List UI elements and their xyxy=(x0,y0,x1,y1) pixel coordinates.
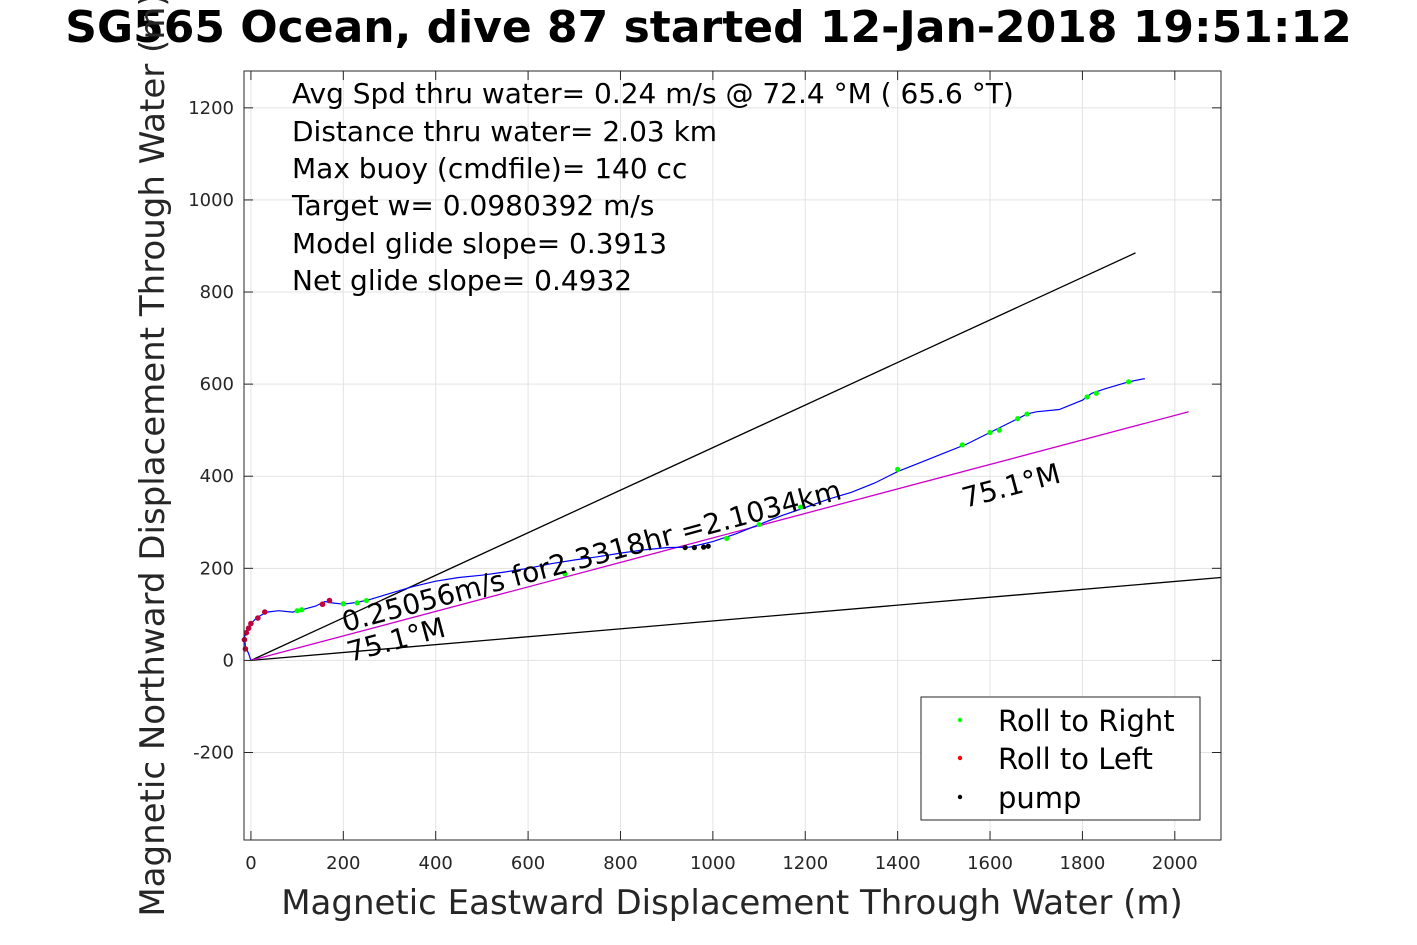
x-tick-label: 1400 xyxy=(875,853,921,874)
pump-point xyxy=(682,544,688,551)
y-tick-label: 1200 xyxy=(188,98,234,119)
roll-right-point xyxy=(756,521,762,528)
roll-left-point xyxy=(245,625,252,631)
y-tick-label: 600 xyxy=(200,374,234,395)
x-tick-label: 600 xyxy=(511,853,545,874)
legend-marker-roll-right xyxy=(957,717,963,723)
stats-line: Max buoy (cmdfile)= 140 cc xyxy=(292,152,687,185)
roll-left-point xyxy=(261,609,268,615)
x-tick-label: 1200 xyxy=(782,853,828,874)
legend-marker-pump xyxy=(957,794,963,800)
roll-left-point xyxy=(319,601,326,608)
y-tick-label: 1000 xyxy=(188,190,234,211)
legend-label: Roll to Right xyxy=(998,704,1175,738)
roll-right-point xyxy=(1093,390,1099,396)
y-axis-label: Magnetic Northward Displacement Through … xyxy=(133,0,173,917)
roll-right-point xyxy=(294,608,300,614)
roll-right-point xyxy=(340,601,346,607)
plot-frame xyxy=(243,70,1222,841)
roll-right-point xyxy=(959,442,965,448)
page-title: SG565 Ocean, dive 87 started 12-Jan-2018… xyxy=(65,2,1352,53)
x-tick-label: 2000 xyxy=(1152,853,1198,874)
legend-label: Roll to Left xyxy=(998,742,1153,776)
roll-left-point xyxy=(326,597,333,604)
legend-label: pump xyxy=(998,781,1081,815)
track-line xyxy=(243,378,1145,661)
x-tick-label: 0 xyxy=(245,853,256,874)
roll-right-point xyxy=(798,504,804,510)
stats-line: Net glide slope= 0.4932 xyxy=(292,264,632,297)
x-axis-label: Magnetic Eastward Displacement Through W… xyxy=(281,883,1183,923)
reference-line xyxy=(250,576,1222,662)
y-tick-label: 800 xyxy=(200,282,234,303)
roll-right-point xyxy=(363,597,370,604)
reference-line xyxy=(250,411,1189,662)
roll-right-point xyxy=(299,607,305,613)
legend: Roll to Right Roll to Left pump xyxy=(920,696,1201,821)
roll-right-point xyxy=(1084,394,1090,400)
y-tick-label: 200 xyxy=(200,558,234,579)
x-tick-label: 400 xyxy=(419,853,453,874)
roll-left-point xyxy=(255,615,261,621)
y-tick-label: -200 xyxy=(193,743,234,764)
track xyxy=(243,378,1145,661)
stats-line: Avg Spd thru water= 0.24 m/s @ 72.4 °M (… xyxy=(292,77,1014,110)
roll-right-point xyxy=(354,600,360,606)
reference-line xyxy=(250,252,1136,662)
roll-left-point xyxy=(242,646,249,652)
y-tick-label: 0 xyxy=(223,650,234,671)
x-tick-label: 1000 xyxy=(690,853,736,874)
stats-block: Avg Spd thru water= 0.24 m/s @ 72.4 °M (… xyxy=(291,77,1014,297)
roll-right-point xyxy=(987,429,993,436)
roll-right-point xyxy=(724,535,730,541)
pump-point xyxy=(691,544,697,551)
reference-lines xyxy=(250,252,1222,662)
stats-line: Model glide slope= 0.3913 xyxy=(292,227,667,260)
stats-line: Target w= 0.0980392 m/s xyxy=(291,189,654,222)
x-tick-label: 200 xyxy=(326,853,360,874)
roll-right-point xyxy=(1015,416,1021,422)
stats-line: Distance thru water= 2.03 km xyxy=(292,115,717,148)
y-tick-label: 400 xyxy=(200,466,234,487)
roll-right-point xyxy=(895,466,901,472)
roll-right-point xyxy=(562,571,568,577)
pump-point xyxy=(705,543,711,549)
roll-right-point xyxy=(1024,411,1030,417)
roll-right-point xyxy=(1126,379,1132,385)
legend-box xyxy=(920,696,1201,821)
grid xyxy=(244,71,1221,840)
x-tick-label: 1600 xyxy=(967,853,1013,874)
x-tick-label: 1800 xyxy=(1060,853,1106,874)
ticks: 0 200 400 600 800 1000 1200 1400 1600 1800 2000-20… xyxy=(188,71,1221,874)
legend-marker-roll-left xyxy=(957,755,963,761)
pump-point xyxy=(701,544,707,550)
roll-right-point xyxy=(996,427,1002,433)
roll-left-point xyxy=(248,620,254,627)
roll-left-point xyxy=(243,629,250,636)
x-tick-label: 800 xyxy=(603,853,637,874)
